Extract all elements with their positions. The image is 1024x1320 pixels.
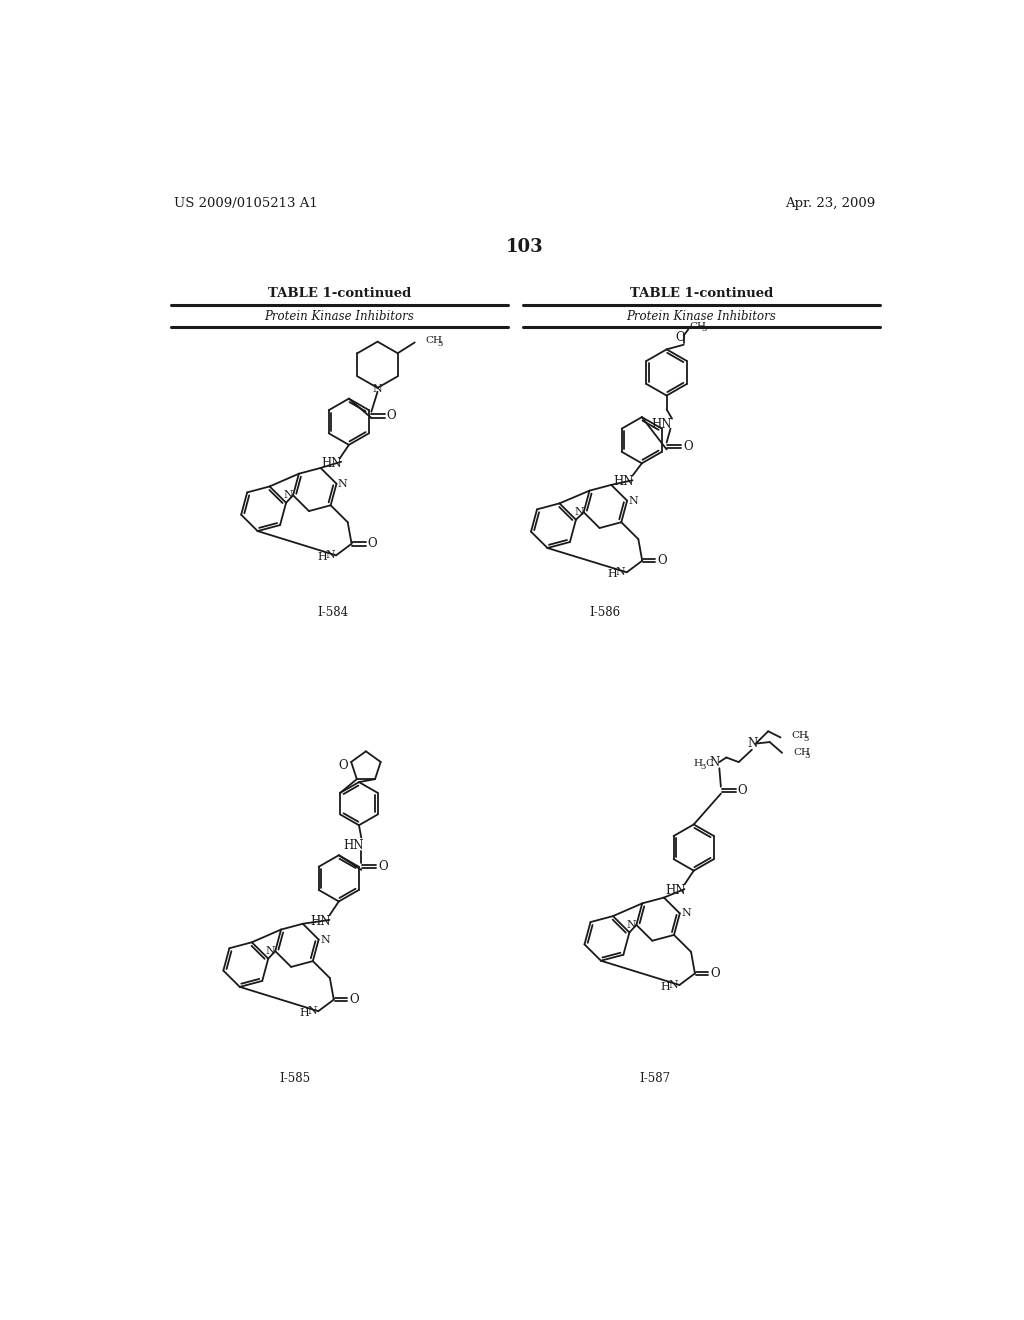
Text: O: O bbox=[339, 759, 348, 772]
Text: O: O bbox=[387, 409, 396, 422]
Text: 3: 3 bbox=[803, 735, 808, 743]
Text: H: H bbox=[299, 1007, 309, 1018]
Text: US 2009/0105213 A1: US 2009/0105213 A1 bbox=[174, 197, 318, 210]
Text: Protein Kinase Inhibitors: Protein Kinase Inhibitors bbox=[627, 310, 776, 323]
Text: N: N bbox=[574, 507, 584, 517]
Text: I-585: I-585 bbox=[280, 1072, 310, 1085]
Text: O: O bbox=[676, 330, 685, 343]
Text: Apr. 23, 2009: Apr. 23, 2009 bbox=[784, 197, 876, 210]
Text: TABLE 1-continued: TABLE 1-continued bbox=[630, 286, 773, 300]
Text: O: O bbox=[378, 861, 388, 874]
Text: N: N bbox=[669, 979, 678, 990]
Text: CH: CH bbox=[426, 337, 442, 346]
Text: N: N bbox=[373, 384, 382, 393]
Text: N: N bbox=[627, 920, 637, 929]
Text: HN: HN bbox=[665, 884, 685, 898]
Text: CH: CH bbox=[792, 731, 808, 741]
Text: HN: HN bbox=[651, 418, 672, 432]
Text: HN: HN bbox=[322, 457, 342, 470]
Text: O: O bbox=[367, 537, 377, 550]
Text: O: O bbox=[737, 784, 748, 797]
Text: N: N bbox=[629, 496, 638, 506]
Text: HN: HN bbox=[343, 838, 364, 851]
Text: N: N bbox=[284, 490, 293, 500]
Text: O: O bbox=[657, 554, 668, 568]
Text: N: N bbox=[710, 755, 720, 768]
Text: I-587: I-587 bbox=[639, 1072, 671, 1085]
Text: Protein Kinase Inhibitors: Protein Kinase Inhibitors bbox=[264, 310, 414, 323]
Text: HN: HN bbox=[613, 475, 634, 488]
Text: CH: CH bbox=[690, 322, 707, 331]
Text: N: N bbox=[265, 946, 275, 956]
Text: I-586: I-586 bbox=[589, 606, 621, 619]
Text: CH: CH bbox=[793, 748, 810, 758]
Text: I-584: I-584 bbox=[317, 606, 349, 619]
Text: H: H bbox=[608, 569, 617, 578]
Text: N: N bbox=[307, 1006, 317, 1016]
Text: O: O bbox=[711, 968, 720, 979]
Text: N: N bbox=[319, 935, 330, 945]
Text: H: H bbox=[693, 759, 702, 768]
Text: H: H bbox=[317, 552, 327, 562]
Text: N: N bbox=[325, 550, 335, 560]
Text: HN: HN bbox=[310, 915, 331, 928]
Text: 3: 3 bbox=[700, 763, 707, 771]
Text: N: N bbox=[681, 908, 691, 919]
Text: N: N bbox=[748, 737, 758, 750]
Text: O: O bbox=[349, 993, 358, 1006]
Text: 3: 3 bbox=[701, 325, 707, 334]
Text: C: C bbox=[706, 759, 714, 768]
Text: N: N bbox=[338, 479, 347, 488]
Text: N: N bbox=[615, 568, 626, 577]
Text: H: H bbox=[660, 982, 671, 991]
Text: 3: 3 bbox=[805, 752, 810, 760]
Text: 3: 3 bbox=[437, 341, 442, 348]
Text: 103: 103 bbox=[506, 238, 544, 256]
Text: TABLE 1-continued: TABLE 1-continued bbox=[267, 286, 411, 300]
Text: O: O bbox=[683, 440, 693, 453]
